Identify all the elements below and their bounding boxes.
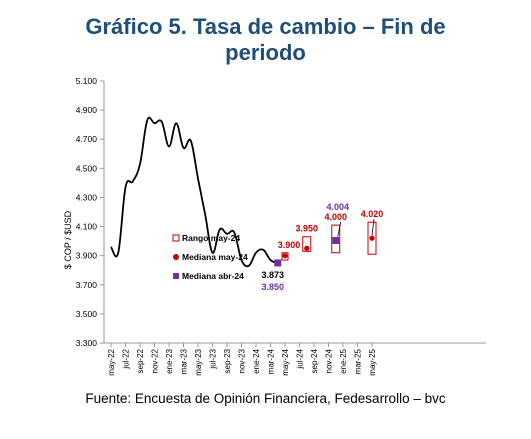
- x-tick-label: sep-23: [223, 348, 232, 373]
- y-tick-label: 4.900: [76, 105, 98, 115]
- median-may-24-label: 3.950: [295, 224, 318, 234]
- legend-label: Rango may-24: [182, 233, 240, 243]
- x-tick-label: sep-22: [136, 348, 145, 373]
- x-tick-label: may-23: [194, 348, 203, 375]
- x-tick-label: may-22: [107, 348, 116, 375]
- median-may-24-point: [304, 245, 310, 251]
- legend-median-may-marker: [173, 254, 179, 260]
- median-may-24-point: [369, 235, 375, 241]
- legend-label: Mediana may-24: [182, 252, 248, 262]
- median-abr-24-label: 4.004: [326, 202, 349, 212]
- y-tick-label: 3.500: [76, 309, 98, 319]
- x-tick-label: may-24: [281, 348, 290, 375]
- forecast-range-box: [302, 236, 312, 252]
- series-line: [110, 116, 279, 268]
- x-tick-label: nov-23: [238, 348, 247, 373]
- y-tick-label: 5.100: [76, 76, 98, 86]
- y-tick-label: 4.300: [76, 192, 98, 202]
- x-tick-label: mar-24: [267, 348, 276, 374]
- y-tick-label: 4.700: [76, 134, 98, 144]
- chart-title-line-1: Gráfico 5. Tasa de cambio – Fin de: [85, 14, 446, 39]
- median-abr-24-point: [332, 237, 340, 245]
- x-tick-label: mar-23: [180, 348, 189, 374]
- chart-title-line-2: periodo: [225, 40, 306, 65]
- x-tick-label: mar-25: [354, 348, 363, 374]
- y-tick-label: 4.100: [76, 222, 98, 232]
- legend-label: Mediana abr-24: [182, 271, 244, 281]
- forecast-range-box: [281, 252, 289, 261]
- annotation-leader-line: [371, 219, 375, 236]
- median-may-24-label: 3.900: [278, 240, 301, 250]
- y-tick-label: 3.700: [76, 280, 98, 290]
- median-may-24-label: 4.020: [361, 209, 384, 219]
- legend-range-marker: [172, 234, 180, 242]
- y-tick-label: 4.500: [76, 163, 98, 173]
- annotation-leader-line: [337, 222, 342, 237]
- chart-title: Gráfico 5. Tasa de cambio – Fin de perio…: [0, 14, 531, 66]
- x-tick-label: nov-24: [325, 348, 334, 373]
- forecast-range-box: [331, 224, 341, 254]
- median-abr-24-label: 3.850: [261, 282, 284, 292]
- x-tick-label: jul-24: [296, 348, 305, 369]
- median-may-24-point: [282, 253, 288, 259]
- last-value-label: 3.873: [261, 270, 284, 280]
- x-tick-label: ene-25: [339, 348, 348, 373]
- y-axis-label: $ COP / $USD: [63, 210, 73, 269]
- median-abr-24-marker: [274, 259, 282, 267]
- x-tick-label: may-25: [368, 348, 377, 375]
- x-tick-label: jul-23: [209, 348, 218, 369]
- legend-median-abr-marker: [173, 273, 179, 279]
- exchange-rate-chart: 3.300 3.500 3.700 3.900 4.100 4.300 4.500 4.700…: [63, 76, 486, 376]
- x-tick-label: ene-23: [165, 348, 174, 373]
- x-tick-label: jul-22: [122, 348, 131, 369]
- x-tick-label: nov-22: [151, 348, 160, 373]
- x-tick-label: sep-24: [310, 348, 319, 373]
- x-tick-label: ene-24: [252, 348, 261, 373]
- forecast-range-box: [367, 221, 377, 255]
- median-may-24-label: 4.000: [324, 212, 347, 222]
- y-tick-label: 3.300: [76, 338, 98, 348]
- y-tick-label: 3.900: [76, 251, 98, 261]
- source-note: Fuente: Encuesta de Opinión Financiera, …: [85, 391, 446, 406]
